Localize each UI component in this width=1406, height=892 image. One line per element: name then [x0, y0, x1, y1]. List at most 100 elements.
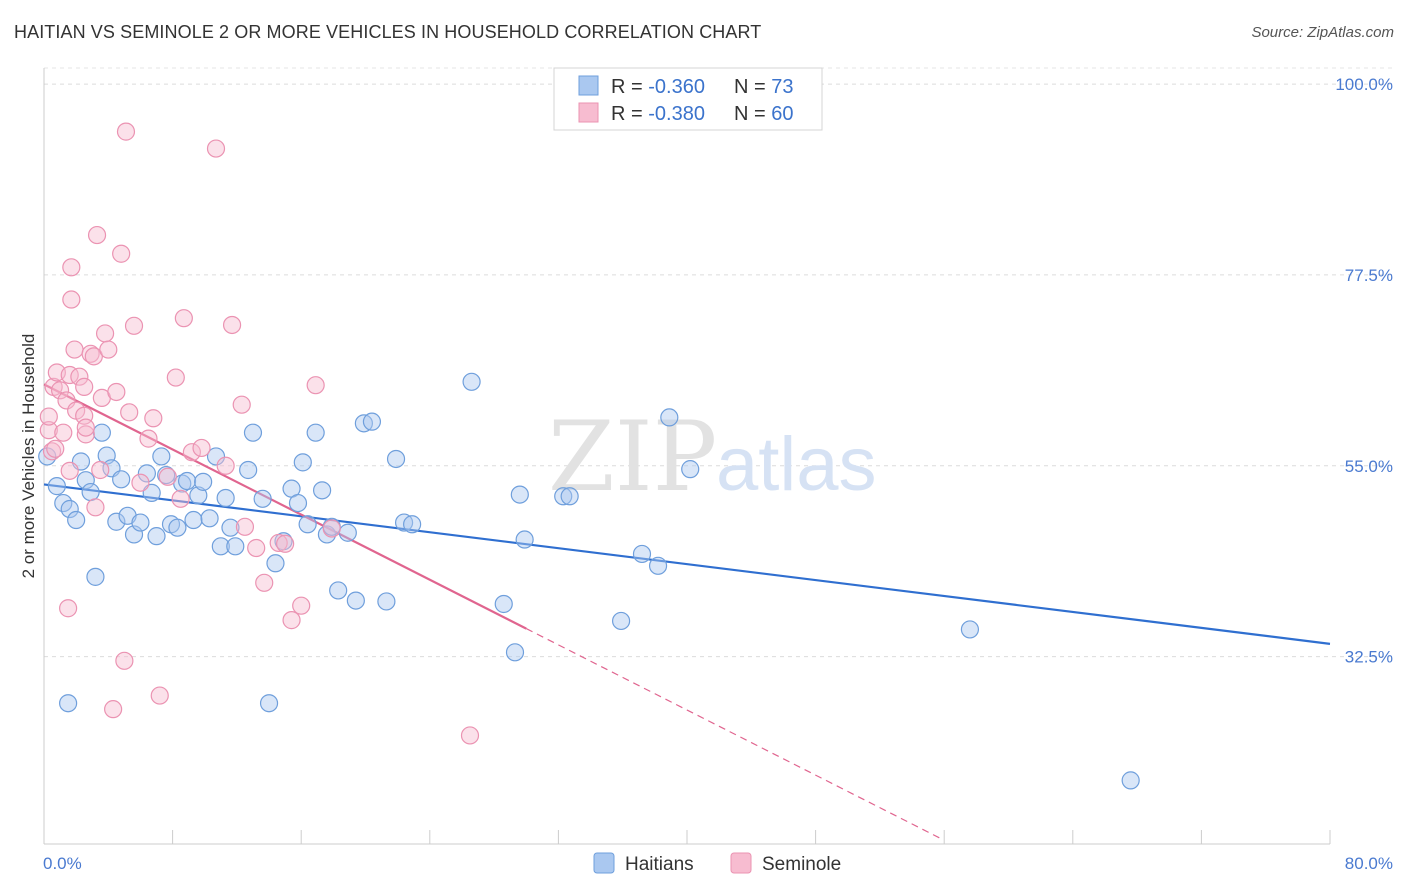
- point-haitians: [960, 620, 980, 639]
- point-seminole: [322, 519, 341, 538]
- legend-box: R = -0.360 N = 73 R = -0.380 N = 60: [553, 67, 823, 131]
- y-axis-label: 2 or more Vehicles in Household: [19, 334, 38, 579]
- point-haitians: [189, 486, 208, 505]
- point-seminole: [139, 429, 158, 448]
- legend-n-label-seminole: N = 60: [734, 103, 794, 125]
- trend-extension-seminole: [525, 628, 941, 839]
- point-haitians: [293, 453, 312, 472]
- point-haitians: [47, 477, 66, 496]
- point-seminole: [206, 139, 226, 158]
- point-haitians: [515, 530, 534, 549]
- point-seminole: [158, 467, 177, 486]
- y-tick-label: 77.5%: [1345, 266, 1393, 285]
- point-seminole: [124, 316, 144, 335]
- point-seminole: [116, 122, 136, 141]
- bottom-legend-swatch-seminole: [730, 852, 752, 874]
- point-seminole: [112, 244, 131, 263]
- data-points: [38, 122, 1140, 790]
- point-haitians: [147, 527, 166, 546]
- point-seminole: [91, 460, 110, 480]
- point-haitians: [142, 483, 161, 502]
- watermark-zip: ZIP: [548, 401, 717, 513]
- point-haitians: [76, 471, 95, 490]
- point-haitians: [306, 423, 325, 442]
- point-seminole: [232, 395, 251, 414]
- point-haitians: [377, 592, 396, 611]
- point-seminole: [120, 403, 139, 422]
- chart-title: HAITIAN VS SEMINOLE 2 OR MORE VEHICLES I…: [14, 22, 762, 42]
- point-seminole: [39, 421, 58, 440]
- point-haitians: [648, 556, 668, 575]
- chart-source: Source: ZipAtlas.com: [1251, 24, 1394, 41]
- point-haitians: [184, 510, 203, 530]
- point-seminole: [54, 423, 73, 442]
- x-ticks: [43, 830, 1331, 844]
- x-tick-label-min: 0.0%: [43, 854, 82, 873]
- point-seminole: [60, 461, 79, 480]
- x-tick-label-max: 80.0%: [1345, 854, 1393, 873]
- point-haitians: [226, 537, 245, 556]
- point-seminole: [131, 473, 150, 492]
- bottom-legend-label-haitians: Haitians: [625, 854, 694, 875]
- y-tick-label: 55.0%: [1345, 457, 1393, 476]
- trend-line-haitians: [43, 483, 1331, 645]
- watermark-atlas: atlas: [716, 422, 877, 507]
- legend-r-label-seminole: R = -0.380: [611, 103, 705, 125]
- point-seminole: [50, 381, 70, 400]
- point-haitians: [329, 581, 348, 600]
- point-haitians: [206, 447, 226, 466]
- legend-n-label-haitians: N = 73: [734, 76, 794, 98]
- point-haitians: [253, 489, 272, 508]
- point-haitians: [660, 408, 679, 427]
- point-haitians: [81, 482, 100, 502]
- point-haitians: [346, 591, 365, 610]
- point-seminole: [269, 533, 288, 553]
- point-seminole: [235, 517, 255, 536]
- point-haitians: [288, 493, 308, 513]
- point-seminole: [216, 456, 235, 475]
- point-seminole: [182, 443, 201, 462]
- point-haitians: [177, 471, 197, 491]
- point-seminole: [75, 377, 94, 396]
- point-haitians: [200, 509, 219, 528]
- trend-line-seminole: [43, 383, 527, 630]
- point-haitians: [243, 423, 263, 442]
- point-haitians: [462, 372, 481, 391]
- bottom-legend-label-seminole: Seminole: [762, 854, 841, 875]
- point-haitians: [681, 460, 700, 479]
- point-haitians: [312, 481, 332, 500]
- point-seminole: [39, 407, 58, 426]
- bottom-legend: Haitians Seminole: [593, 852, 841, 875]
- point-haitians: [137, 464, 156, 483]
- point-seminole: [46, 439, 65, 458]
- point-seminole: [99, 340, 118, 359]
- point-haitians: [86, 567, 105, 586]
- point-haitians: [632, 544, 652, 564]
- point-haitians: [560, 487, 579, 506]
- point-seminole: [247, 538, 266, 558]
- point-seminole: [76, 425, 95, 444]
- point-seminole: [86, 498, 105, 517]
- point-haitians: [168, 518, 187, 537]
- bottom-legend-swatch-haitians: [593, 852, 615, 874]
- legend-r-label-haitians: R = -0.360: [611, 76, 705, 98]
- point-seminole: [292, 596, 311, 615]
- point-haitians: [194, 472, 213, 491]
- point-haitians: [216, 488, 235, 508]
- point-haitians: [510, 485, 529, 504]
- point-haitians: [259, 694, 279, 713]
- point-haitians: [338, 523, 357, 542]
- trend-lines: [43, 383, 1331, 839]
- point-seminole: [95, 324, 115, 343]
- point-seminole: [276, 534, 295, 553]
- point-seminole: [460, 726, 480, 745]
- point-haitians: [152, 447, 171, 466]
- point-seminole: [65, 340, 84, 359]
- point-seminole: [144, 409, 163, 428]
- point-seminole: [70, 367, 89, 386]
- point-haitians: [403, 515, 422, 534]
- point-seminole: [104, 700, 123, 719]
- point-haitians: [59, 694, 78, 713]
- point-seminole: [166, 368, 185, 387]
